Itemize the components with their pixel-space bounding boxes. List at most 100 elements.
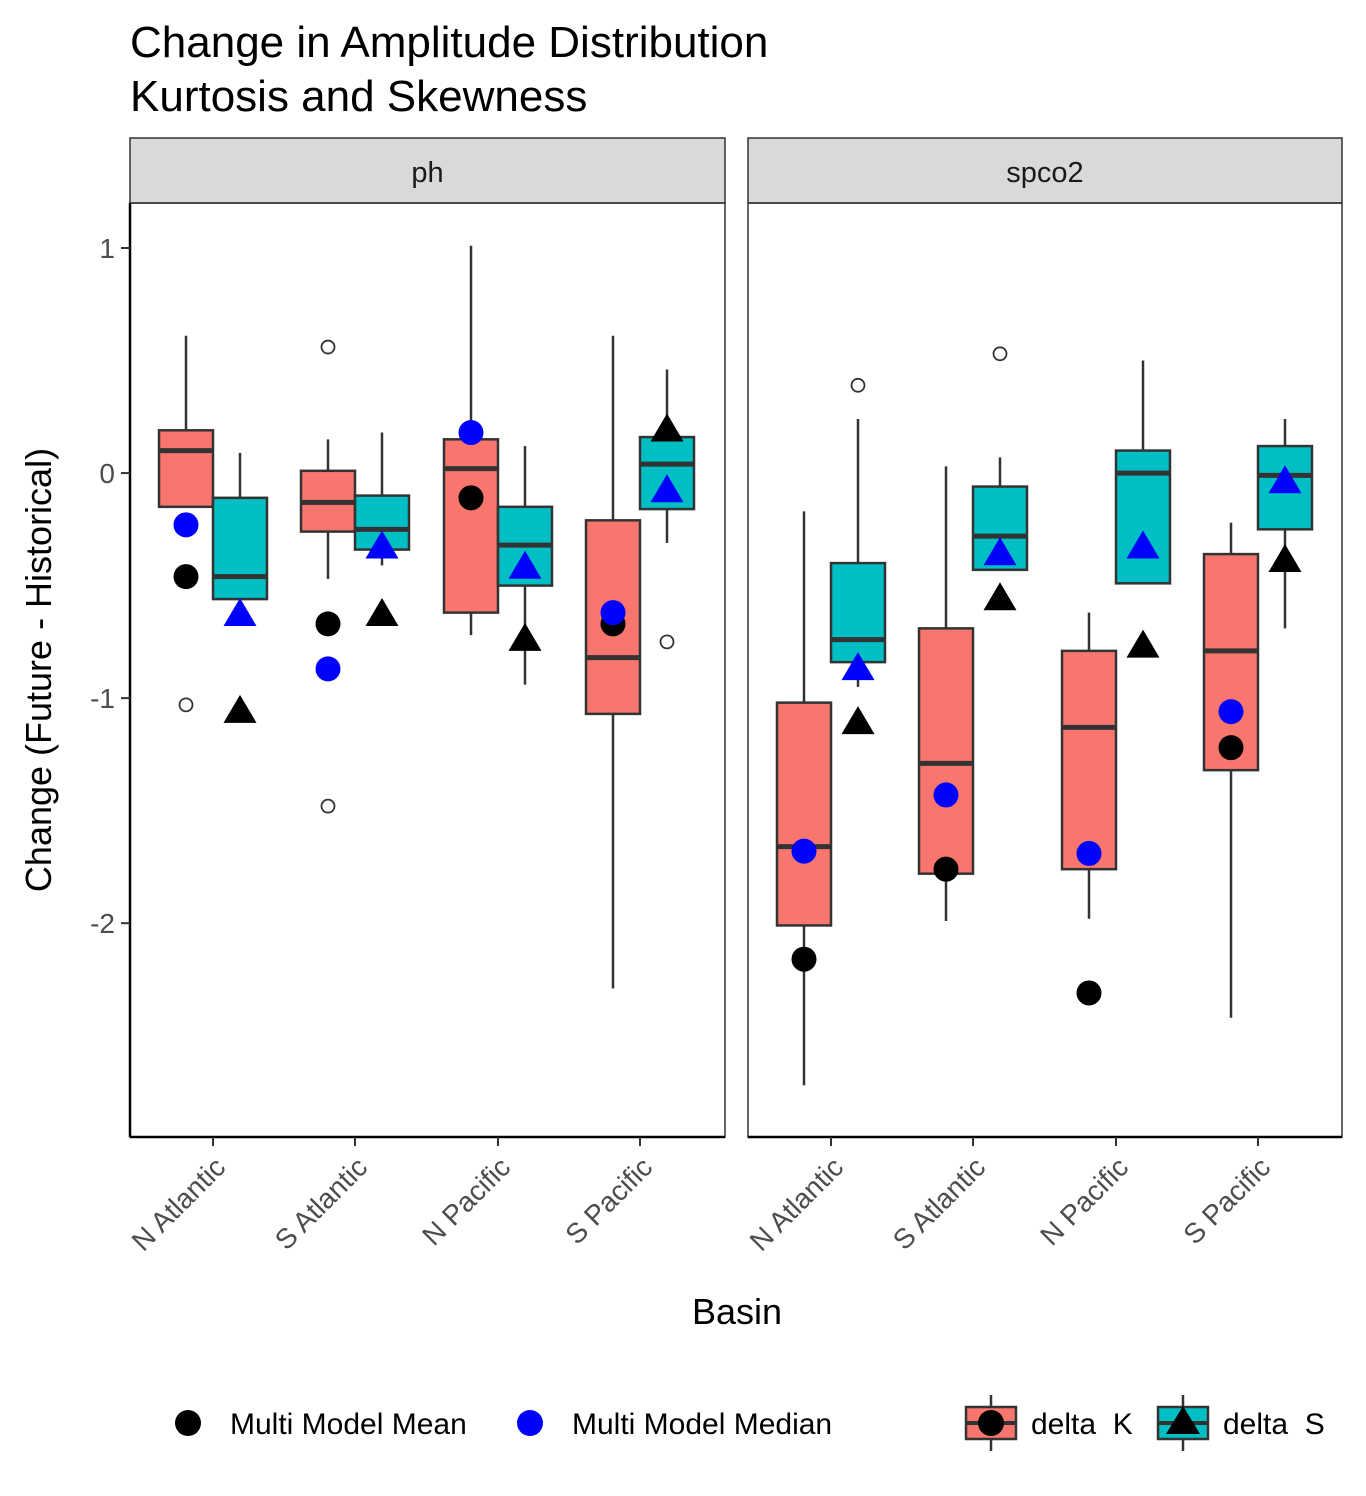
mean-point-spco2-delta-k-n-atlantic — [791, 946, 817, 972]
strip-label-spco2: spco2 — [1006, 157, 1083, 189]
y-tick-label-0: 1 — [99, 233, 115, 264]
mean-point-spco2-delta-s-n-pacific — [1126, 629, 1160, 658]
chart-subtitle: Kurtosis and Skewness — [130, 72, 587, 121]
box-ph-delta-k-n-atlantic — [157, 335, 215, 713]
median-point-ph-delta-s-n-pacific — [508, 550, 542, 579]
box-body-spco2-delta-k-n-pacific — [1060, 649, 1118, 871]
strip-label-ph: ph — [411, 157, 443, 189]
box-ph-delta-s-n-pacific — [496, 446, 554, 685]
mean-point-ph-delta-s-s-pacific — [650, 413, 684, 442]
box-body-spco2-delta-k-n-atlantic — [775, 701, 833, 927]
legend-label-multi-model-median: Multi Model Median — [572, 1408, 832, 1441]
median-point-ph-delta-k-n-atlantic — [173, 512, 199, 538]
box-ph-delta-s-n-atlantic — [211, 452, 269, 723]
x-tick-label-spco2-s-atlantic: S Atlantic — [887, 1151, 991, 1255]
legend-key-delta-s — [1156, 1395, 1210, 1451]
x-tick-label-spco2-n-atlantic: N Atlantic — [744, 1151, 850, 1257]
x-tick-label-ph-s-pacific: S Pacific — [559, 1151, 658, 1250]
mean-point-ph-delta-k-s-atlantic — [315, 611, 341, 637]
legend-label-delta-s: delta S — [1223, 1408, 1325, 1441]
median-point-spco2-delta-s-n-atlantic — [841, 652, 875, 681]
x-tick-label-spco2-s-pacific: S Pacific — [1177, 1151, 1276, 1250]
y-tick-label-3: -2 — [90, 908, 115, 939]
mean-point-ph-delta-s-s-atlantic — [365, 598, 399, 627]
box-spco2-delta-k-s-atlantic — [917, 466, 975, 921]
mean-point-spco2-delta-k-n-pacific — [1076, 980, 1102, 1006]
x-axis-title: Basin — [692, 1291, 782, 1332]
box-ph-delta-s-s-atlantic — [353, 432, 411, 627]
x-tick-label-ph-n-atlantic: N Atlantic — [126, 1151, 232, 1257]
outlier-ph-delta-k-s-atlantic-0 — [320, 339, 336, 355]
median-point-ph-delta-s-s-atlantic — [365, 530, 399, 559]
legend-key-delta-k — [964, 1395, 1018, 1451]
box-spco2-delta-s-n-pacific — [1114, 360, 1172, 658]
legend-marker-multi-model-median — [517, 1410, 543, 1436]
strip-ph — [129, 137, 726, 204]
outlier-ph-delta-s-s-pacific-0 — [659, 634, 675, 650]
median-point-spco2-delta-s-n-pacific — [1126, 530, 1160, 559]
median-point-spco2-delta-k-n-pacific — [1076, 840, 1102, 866]
legend-marker-multi-model-mean — [175, 1410, 201, 1436]
series-ph-delta-k — [157, 245, 642, 989]
box-spco2-delta-s-s-pacific — [1256, 419, 1314, 629]
y-tick-label-2: -1 — [90, 683, 115, 714]
box-spco2-delta-k-n-atlantic — [775, 511, 833, 1086]
strip-spco2 — [747, 137, 1343, 204]
x-tick-label-ph-n-pacific: N Pacific — [416, 1151, 516, 1251]
median-point-spco2-delta-k-s-pacific — [1218, 699, 1244, 725]
mean-point-spco2-delta-s-n-atlantic — [841, 706, 875, 735]
mean-point-spco2-delta-s-s-atlantic — [983, 582, 1017, 611]
y-tick-label-1: 0 — [99, 458, 115, 489]
y-axis: 1 0 -1 -2 — [90, 203, 132, 1137]
series-spco2-delta-s — [829, 346, 1314, 735]
outlier-spco2-delta-s-s-atlantic-0 — [992, 346, 1008, 362]
outlier-spco2-delta-s-n-atlantic-0 — [850, 377, 866, 393]
box-body-spco2-delta-s-n-pacific — [1114, 449, 1172, 585]
y-axis-title: Change (Future - Historical) — [18, 448, 59, 892]
box-ph-delta-k-n-pacific — [442, 245, 500, 636]
median-point-ph-delta-k-s-pacific — [600, 600, 626, 626]
median-point-ph-delta-s-n-atlantic — [223, 598, 257, 627]
median-point-ph-delta-k-s-atlantic — [315, 656, 341, 682]
box-spco2-delta-k-s-pacific — [1202, 522, 1260, 1018]
legend: Multi Model Mean Multi Model Median delta … — [175, 1395, 1325, 1451]
mean-point-spco2-delta-s-s-pacific — [1268, 544, 1302, 573]
x-tick-label-ph-s-atlantic: S Atlantic — [269, 1151, 373, 1255]
median-point-spco2-delta-k-n-atlantic — [791, 838, 817, 864]
mean-point-ph-delta-k-n-pacific — [458, 485, 484, 511]
box-spco2-delta-s-s-atlantic — [971, 346, 1029, 611]
median-point-spco2-delta-s-s-pacific — [1268, 465, 1302, 494]
box-body-spco2-delta-s-n-atlantic — [829, 561, 887, 664]
mean-point-ph-delta-s-n-pacific — [508, 622, 542, 651]
legend-key-shape-delta-s — [1166, 1406, 1200, 1434]
box-spco2-delta-k-n-pacific — [1060, 612, 1118, 1006]
box-ph-delta-s-s-pacific — [638, 369, 696, 650]
panels-layer: ph N Atlantic S Atlantic N Pacific S Pacific… — [126, 137, 1343, 1257]
mean-point-ph-delta-k-n-atlantic — [173, 564, 199, 590]
box-body-spco2-delta-k-s-atlantic — [917, 627, 975, 875]
chart-title: Change in Amplitude Distribution — [130, 18, 768, 67]
box-ph-delta-k-s-atlantic — [299, 339, 357, 814]
mean-point-spco2-delta-k-s-atlantic — [933, 856, 959, 882]
series-spco2-delta-k — [775, 466, 1260, 1086]
median-point-spco2-delta-s-s-atlantic — [983, 537, 1017, 566]
series-ph-delta-s — [211, 369, 696, 723]
outlier-ph-delta-k-s-atlantic-1 — [320, 798, 336, 814]
mean-point-ph-delta-s-n-atlantic — [223, 694, 257, 723]
panel-ph: ph N Atlantic S Atlantic N Pacific S Pacific — [126, 137, 726, 1257]
outlier-ph-delta-k-n-atlantic-0 — [178, 697, 194, 713]
box-ph-delta-k-s-pacific — [584, 335, 642, 989]
box-spco2-delta-s-n-atlantic — [829, 377, 887, 735]
box-body-ph-delta-s-n-atlantic — [211, 496, 269, 601]
box-body-spco2-delta-k-s-pacific — [1202, 552, 1260, 772]
panel-spco2: spco2 N Atlantic S Atlantic N Pacific S Paci… — [744, 137, 1343, 1257]
median-point-ph-delta-k-n-pacific — [458, 420, 484, 446]
median-point-ph-delta-s-s-pacific — [650, 474, 684, 503]
legend-label-delta-k: delta K — [1031, 1408, 1133, 1441]
box-body-ph-delta-k-n-atlantic — [157, 429, 215, 509]
median-point-spco2-delta-k-s-atlantic — [933, 782, 959, 808]
legend-key-shape-delta-k — [978, 1410, 1004, 1436]
mean-point-spco2-delta-k-s-pacific — [1218, 735, 1244, 761]
x-tick-label-spco2-n-pacific: N Pacific — [1034, 1151, 1134, 1251]
